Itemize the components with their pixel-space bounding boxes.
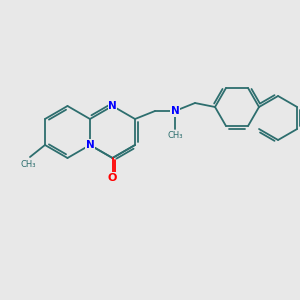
Text: N: N <box>85 140 94 150</box>
Text: N: N <box>171 106 179 116</box>
Text: N: N <box>108 101 117 111</box>
Text: O: O <box>108 173 117 183</box>
Text: CH₃: CH₃ <box>167 131 183 140</box>
Text: CH₃: CH₃ <box>20 160 36 169</box>
